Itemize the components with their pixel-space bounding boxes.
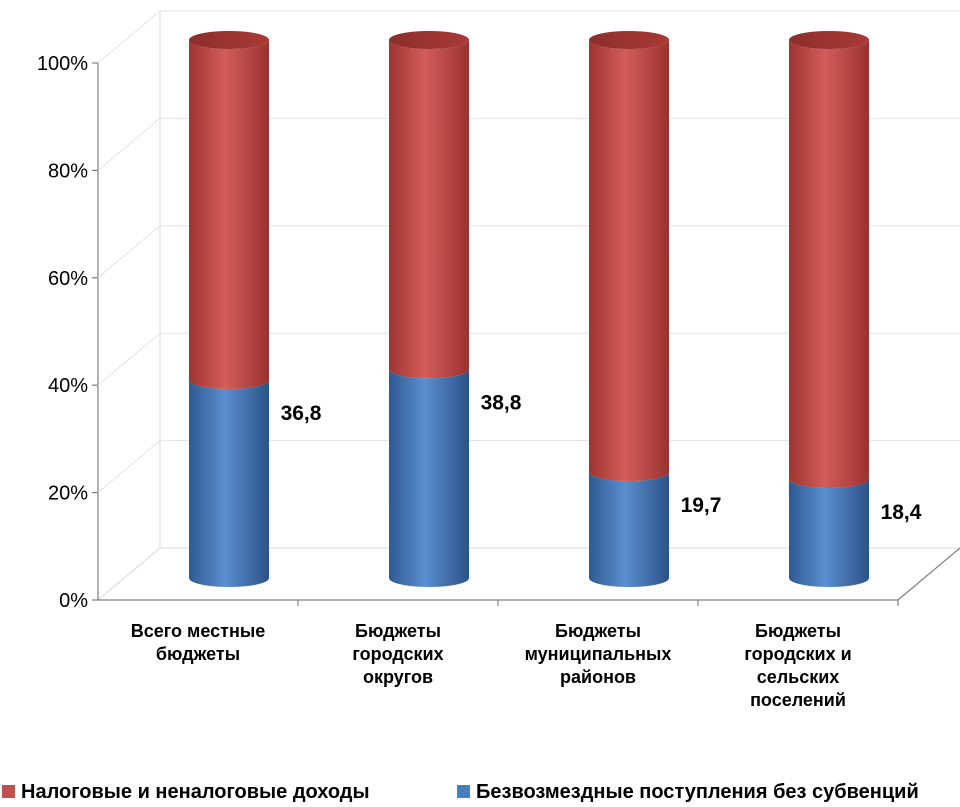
legend-swatch-blue — [457, 785, 470, 798]
y-tick-label: 40% — [48, 375, 88, 397]
gridlines — [97, 10, 960, 493]
gridline — [97, 225, 960, 279]
legend-label-grants: Безвозмездные поступления без субвенций — [476, 781, 919, 803]
legend-label-tax: Налоговые и неналоговые доходы — [21, 781, 370, 803]
bar-group — [189, 31, 269, 587]
legend-item-tax: Налоговые и неналоговые доходы — [2, 781, 370, 804]
legend: Налоговые и неналоговые доходы Безвозмез… — [0, 773, 960, 807]
bar-top-cap — [789, 31, 869, 49]
x-tick-label: Всего местные бюджеты — [131, 621, 265, 664]
bar-segment-grants — [589, 472, 669, 587]
data-label: 19,7 — [681, 494, 722, 517]
bar-segment-grants — [789, 479, 869, 587]
bar-segment-grants — [189, 380, 269, 587]
data-label: 36,8 — [281, 402, 322, 425]
y-tick-label: 100% — [37, 53, 88, 75]
data-labels: 36,8 38,8 19,7 18,4 — [281, 391, 922, 524]
bar-segment-tax — [789, 40, 869, 489]
floor-left-edge — [97, 547, 161, 601]
bar-top-cap — [589, 31, 669, 49]
legend-item-grants: Безвозмездные поступления без субвенций — [457, 781, 919, 804]
data-label: 38,8 — [481, 391, 522, 414]
bar-segment-tax — [589, 40, 669, 482]
y-tick-label: 20% — [48, 483, 88, 505]
data-label: 18,4 — [881, 501, 922, 524]
gridline — [97, 10, 960, 64]
bar-top-cap — [189, 31, 269, 49]
bars — [189, 31, 869, 587]
bar-segment-grants — [389, 369, 469, 587]
gridline — [97, 332, 960, 386]
chart: 0% 20% 40% 60% 80% 100% 36,8 38,8 19,7 18,4 Всег… — [37, 10, 960, 710]
x-tick-label: Бюджеты городских и сельских поселений — [744, 621, 851, 710]
x-tick-label: Бюджеты городских округов — [352, 621, 443, 687]
bar-top-cap — [389, 31, 469, 49]
y-tick-label: 60% — [48, 268, 88, 290]
floor-right-edge — [897, 547, 960, 601]
y-tick-label: 0% — [59, 590, 88, 612]
gridline — [97, 440, 960, 493]
y-axis: 0% 20% 40% 60% 80% 100% — [37, 53, 98, 612]
bar-group — [789, 31, 869, 587]
gridline — [97, 117, 960, 171]
x-tick-label: Бюджеты муниципальных районов — [525, 621, 672, 687]
y-tick-label: 80% — [48, 160, 88, 182]
legend-swatch-red — [2, 785, 15, 798]
bar-segment-tax — [389, 40, 469, 379]
bar-group — [589, 31, 669, 587]
bar-group — [389, 31, 469, 587]
x-axis-labels: Всего местные бюджеты Бюджеты городских окру… — [131, 600, 899, 710]
bar-segment-tax — [189, 40, 269, 390]
